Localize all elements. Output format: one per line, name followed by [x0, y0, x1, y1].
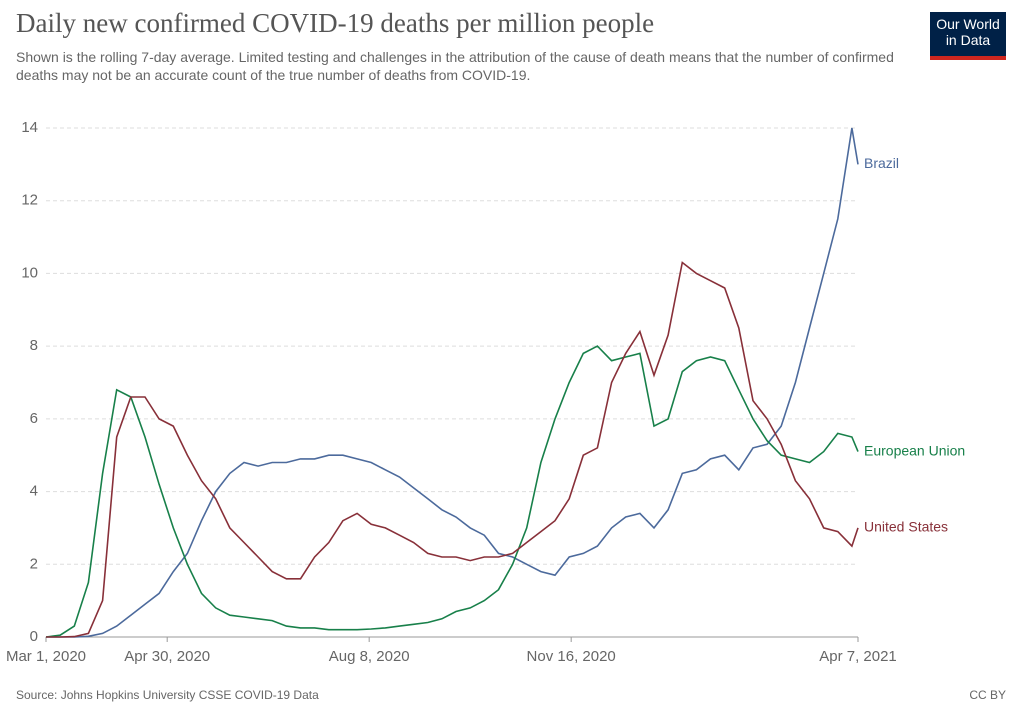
series-line — [45, 345, 859, 638]
y-tick-label: 4 — [30, 483, 38, 500]
series-label: United States — [864, 519, 948, 535]
license[interactable]: CC BY — [969, 688, 1006, 702]
title: Daily new confirmed COVID-19 deaths per … — [16, 8, 655, 38]
x-tick-label: Apr 7, 2021 — [819, 648, 897, 665]
y-tick-label: 10 — [21, 264, 38, 281]
series-line — [46, 127, 859, 638]
series-label: Brazil — [864, 155, 899, 171]
x-tick-label: Apr 30, 2020 — [124, 648, 210, 665]
x-tick-label: Nov 16, 2020 — [527, 648, 616, 665]
subtitle: Shown is the rolling 7-day average. Limi… — [16, 49, 894, 83]
x-tick-label: Mar 1, 2020 — [6, 648, 86, 665]
series-line — [46, 261, 859, 638]
y-tick-label: 12 — [21, 192, 38, 209]
y-tick-label: 6 — [30, 410, 38, 427]
y-tick-label: 0 — [30, 628, 38, 645]
y-tick-label: 8 — [30, 337, 38, 354]
chart: 0 2 4 6 8 10 12 14 Mar 1, 2020 Apr 30, 2020 Aug 8,… — [6, 119, 965, 665]
source: Source: Johns Hopkins University CSSE CO… — [16, 688, 319, 702]
y-tick-label: 2 — [30, 555, 38, 572]
x-tick-label: Aug 8, 2020 — [329, 648, 410, 665]
y-tick-label: 14 — [21, 119, 38, 136]
series-label: European Union — [864, 442, 965, 458]
logo[interactable]: Our World in Data — [930, 12, 1006, 60]
